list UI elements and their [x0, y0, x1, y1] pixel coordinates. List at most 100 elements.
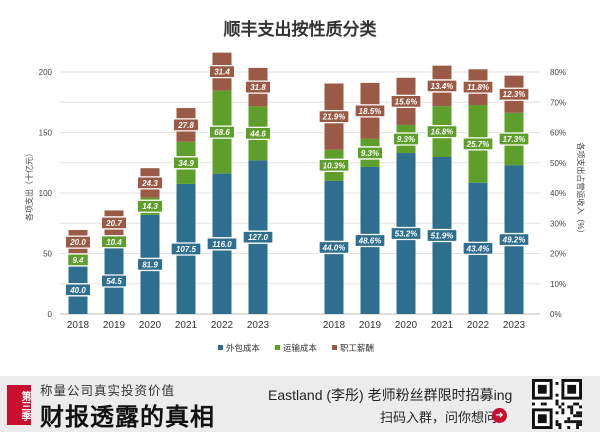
chart-title: 顺丰支出按性质分类 — [224, 19, 378, 39]
legend-swatch — [332, 345, 337, 350]
qr-module — [567, 417, 571, 421]
right-y-tick-label: 30% — [550, 219, 566, 228]
chart-canvas: 顺丰支出按性质分类 0 50 100 150 200 0% 10% 20% 30% 40% 50%… — [24, 19, 586, 353]
left-chart-bars — [68, 52, 268, 314]
data-label-box — [462, 241, 494, 256]
data-label-box — [498, 132, 530, 146]
data-label: 53.2% — [395, 230, 418, 239]
data-label: 107.5 — [176, 245, 197, 254]
qr-module — [540, 402, 544, 406]
data-label-box — [100, 274, 128, 288]
data-label: 81.9 — [142, 260, 158, 269]
qr-module — [567, 405, 571, 409]
data-label: 24.3 — [141, 179, 158, 188]
data-label: 48.6% — [358, 236, 382, 245]
qr-module — [570, 411, 574, 415]
qr-module — [555, 420, 559, 424]
arrow-right-icon[interactable]: ➜ — [492, 408, 507, 423]
right-y-tick-label: 50% — [550, 159, 566, 168]
data-label: 20.7 — [105, 219, 122, 228]
x-tick-label: 2022 — [211, 320, 234, 331]
qr-module — [573, 414, 577, 418]
qr-module — [561, 402, 565, 406]
data-label-box — [498, 232, 530, 247]
qr-module — [573, 420, 577, 424]
data-label-box — [208, 125, 236, 139]
qr-module — [573, 402, 577, 406]
x-axis-labels: 2018 2019 2020 2021 2022 2023 2018 2019 2020 2021… — [67, 320, 526, 331]
left-y-tick-label: 50 — [43, 250, 52, 259]
data-label: 51.9% — [431, 232, 454, 241]
left-y-tick-label: 200 — [39, 68, 53, 77]
season-badge: 第三季 — [7, 385, 31, 425]
data-label-box — [64, 283, 92, 297]
data-label-box — [354, 233, 386, 248]
data-label: 43.4% — [466, 244, 490, 253]
data-label-box — [170, 242, 202, 256]
data-label: 54.5 — [106, 277, 122, 286]
qr-code-icon[interactable] — [532, 379, 582, 429]
qr-finder-core — [537, 414, 547, 424]
qr-module — [576, 402, 580, 406]
qr-module — [555, 402, 559, 406]
qr-module — [558, 426, 562, 429]
right-y-tick-label: 10% — [550, 280, 566, 289]
x-tick-label: 2021 — [175, 320, 198, 331]
promo-banner: 第三季 称量公司真实投资价值 财报透露的真相 Eastland (李彤) 老师粉… — [0, 376, 600, 432]
data-label-box — [244, 80, 272, 94]
data-label-box — [318, 240, 350, 255]
left-y-tick-label: 150 — [39, 129, 53, 138]
data-label-box — [136, 199, 164, 213]
data-label-box — [66, 253, 90, 267]
qr-module — [579, 405, 582, 409]
x-tick-label: 2019 — [103, 320, 126, 331]
right-y-tick-label: 80% — [550, 68, 566, 77]
x-tick-label: 2023 — [247, 320, 270, 331]
right-y-tick-label: 40% — [550, 189, 566, 198]
left-y-tick-label: 0 — [48, 310, 53, 319]
data-label-box — [498, 87, 530, 101]
qr-module — [576, 414, 580, 418]
data-label-box — [64, 235, 92, 249]
data-label-box — [462, 137, 494, 151]
legend-label: 外包成本 — [226, 343, 261, 353]
right-y-tick-label: 60% — [550, 129, 566, 138]
x-tick-label: 2021 — [431, 320, 454, 331]
data-label: 12.3% — [503, 90, 526, 99]
qr-module — [576, 423, 580, 427]
data-label-box — [100, 216, 128, 230]
right-y-axis-title: 各项支出占营运收入（%） — [576, 142, 586, 237]
data-label-box — [208, 64, 236, 79]
data-label-box — [244, 126, 272, 140]
data-label-box — [390, 226, 422, 241]
data-label: 25.7% — [466, 140, 490, 149]
data-label-box — [392, 132, 420, 146]
qr-module — [570, 405, 574, 409]
qr-module — [567, 426, 571, 429]
qr-module — [579, 414, 582, 418]
qr-module — [561, 408, 565, 412]
x-tick-label: 2019 — [359, 320, 382, 331]
data-label: 10.3% — [323, 161, 346, 170]
qr-module — [555, 423, 559, 427]
qr-module — [564, 420, 568, 424]
qr-module — [555, 399, 559, 403]
right-y-tick-label: 20% — [550, 250, 566, 259]
data-label-box — [206, 237, 238, 251]
banner-scan-text: 扫码入群，问你想问 — [380, 410, 498, 425]
data-label-box — [136, 257, 164, 272]
x-tick-label: 2018 — [67, 320, 90, 331]
right-y-tick-label: 0% — [550, 310, 562, 319]
qr-module — [576, 426, 580, 429]
data-label: 44.6 — [249, 129, 266, 138]
legend-swatch — [275, 345, 280, 350]
data-label-box — [462, 80, 494, 94]
x-tick-label: 2023 — [503, 320, 526, 331]
banner-title: 财报透露的真相 — [40, 402, 215, 431]
data-label-box — [356, 146, 384, 160]
data-label-box — [136, 176, 164, 190]
data-labels: 40.0 9.4 20.0 54.5 10.4 20.7 81.9 14.3 24.3 107.5… — [64, 64, 530, 297]
data-label: 40.0 — [69, 286, 86, 295]
legend-swatch — [218, 345, 223, 350]
